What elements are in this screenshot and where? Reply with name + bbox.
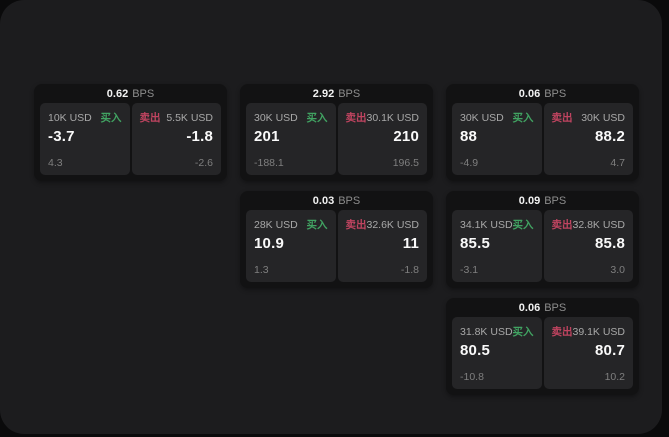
- sell-tile[interactable]: 卖出 39.1K USD 80.7 10.2: [543, 317, 633, 389]
- buy-label: 买入: [512, 219, 534, 231]
- buy-tile[interactable]: 28K USD 买入 10.9 1.3: [246, 210, 336, 282]
- sell-label: 卖出: [551, 219, 573, 231]
- quote-card-grid: 0.62 BPS 10K USD 买入 -3.7 4.3 卖出 5.5K USD: [34, 84, 639, 395]
- sell-price: 11: [402, 235, 419, 252]
- sell-tile[interactable]: 卖出 30K USD 88.2 4.7: [543, 103, 633, 175]
- sell-amount: 30K USD: [581, 112, 625, 124]
- quote-card: 0.06 BPS 30K USD 买入 88 -4.9 卖出 30K USD: [446, 84, 639, 181]
- bps-unit-label: BPS: [338, 87, 361, 100]
- buy-amount: 10K USD: [48, 112, 92, 124]
- buy-price: 85.5: [460, 235, 490, 252]
- buy-delta: -3.1: [460, 264, 479, 276]
- buy-label: 买入: [512, 326, 534, 338]
- bps-unit-label: BPS: [544, 87, 567, 100]
- buy-amount: 28K USD: [254, 219, 298, 231]
- sell-price: 85.8: [595, 235, 625, 252]
- sell-amount: 32.6K USD: [366, 219, 420, 231]
- buy-tile[interactable]: 10K USD 买入 -3.7 4.3: [40, 103, 130, 175]
- quote-card: 0.03 BPS 28K USD 买入 10.9 1.3 卖出 32.6K US…: [240, 191, 433, 288]
- buy-delta: -188.1: [254, 157, 284, 169]
- buy-label: 买入: [100, 112, 122, 124]
- sell-tile[interactable]: 卖出 32.8K USD 85.8 3.0: [543, 210, 633, 282]
- bps-header: 0.62 BPS: [40, 84, 221, 103]
- buy-price: 10.9: [254, 235, 284, 252]
- buy-label: 买入: [306, 112, 328, 124]
- sell-tile[interactable]: 卖出 32.6K USD 11 -1.8: [337, 210, 427, 282]
- buy-price: -3.7: [48, 128, 75, 145]
- bps-unit-label: BPS: [544, 301, 567, 314]
- sell-label: 卖出: [345, 219, 367, 231]
- buy-label: 买入: [306, 219, 328, 231]
- buy-delta: -10.8: [460, 371, 484, 383]
- bps-value: 0.62: [106, 87, 129, 100]
- quote-card: 0.62 BPS 10K USD 买入 -3.7 4.3 卖出 5.5K USD: [34, 84, 227, 181]
- bps-header: 0.06 BPS: [452, 84, 633, 103]
- buy-tile[interactable]: 30K USD 买入 201 -188.1: [246, 103, 336, 175]
- bps-value: 0.09: [518, 194, 541, 207]
- buy-delta: 4.3: [48, 157, 63, 169]
- buy-delta: 1.3: [254, 264, 269, 276]
- sell-price: 210: [393, 128, 419, 145]
- bps-header: 2.92 BPS: [246, 84, 427, 103]
- sell-label: 卖出: [551, 326, 573, 338]
- sell-label: 卖出: [139, 112, 161, 124]
- sell-delta: 10.2: [604, 371, 625, 383]
- buy-tile[interactable]: 31.8K USD 买入 80.5 -10.8: [452, 317, 542, 389]
- sell-label: 卖出: [345, 112, 367, 124]
- bps-value: 2.92: [312, 87, 335, 100]
- buy-delta: -4.9: [460, 157, 479, 169]
- buy-tile[interactable]: 34.1K USD 买入 85.5 -3.1: [452, 210, 542, 282]
- sell-delta: 3.0: [610, 264, 625, 276]
- bps-unit-label: BPS: [544, 194, 567, 207]
- sell-price: 88.2: [595, 128, 625, 145]
- sell-amount: 30.1K USD: [366, 112, 420, 124]
- bps-header: 0.06 BPS: [452, 298, 633, 317]
- sell-amount: 39.1K USD: [572, 326, 626, 338]
- buy-amount: 30K USD: [460, 112, 504, 124]
- bps-value: 0.06: [518, 87, 541, 100]
- quote-card: 0.06 BPS 31.8K USD 买入 80.5 -10.8 卖出 39.1…: [446, 298, 639, 395]
- buy-amount: 34.1K USD: [460, 219, 513, 231]
- sell-amount: 32.8K USD: [572, 219, 626, 231]
- sell-tile[interactable]: 卖出 5.5K USD -1.8 -2.6: [131, 103, 221, 175]
- buy-amount: 31.8K USD: [460, 326, 513, 338]
- bps-unit-label: BPS: [338, 194, 361, 207]
- sell-delta: -1.8: [400, 264, 419, 276]
- bps-header: 0.09 BPS: [452, 191, 633, 210]
- buy-price: 88: [460, 128, 478, 145]
- bps-unit-label: BPS: [132, 87, 155, 100]
- buy-price: 201: [254, 128, 280, 145]
- sell-amount: 5.5K USD: [166, 112, 213, 124]
- sell-label: 卖出: [551, 112, 573, 124]
- buy-label: 买入: [512, 112, 534, 124]
- buy-price: 80.5: [460, 342, 490, 359]
- bps-header: 0.03 BPS: [246, 191, 427, 210]
- buy-tile[interactable]: 30K USD 买入 88 -4.9: [452, 103, 542, 175]
- buy-amount: 30K USD: [254, 112, 298, 124]
- quote-card: 0.09 BPS 34.1K USD 买入 85.5 -3.1 卖出 32.8K…: [446, 191, 639, 288]
- sell-delta: 196.5: [392, 157, 419, 169]
- sell-delta: -2.6: [194, 157, 213, 169]
- sell-price: 80.7: [595, 342, 625, 359]
- sell-tile[interactable]: 卖出 30.1K USD 210 196.5: [337, 103, 427, 175]
- sell-price: -1.8: [186, 128, 213, 145]
- quote-card: 2.92 BPS 30K USD 买入 201 -188.1 卖出 30.1K …: [240, 84, 433, 181]
- bps-value: 0.06: [518, 301, 541, 314]
- bps-value: 0.03: [312, 194, 335, 207]
- sell-delta: 4.7: [610, 157, 625, 169]
